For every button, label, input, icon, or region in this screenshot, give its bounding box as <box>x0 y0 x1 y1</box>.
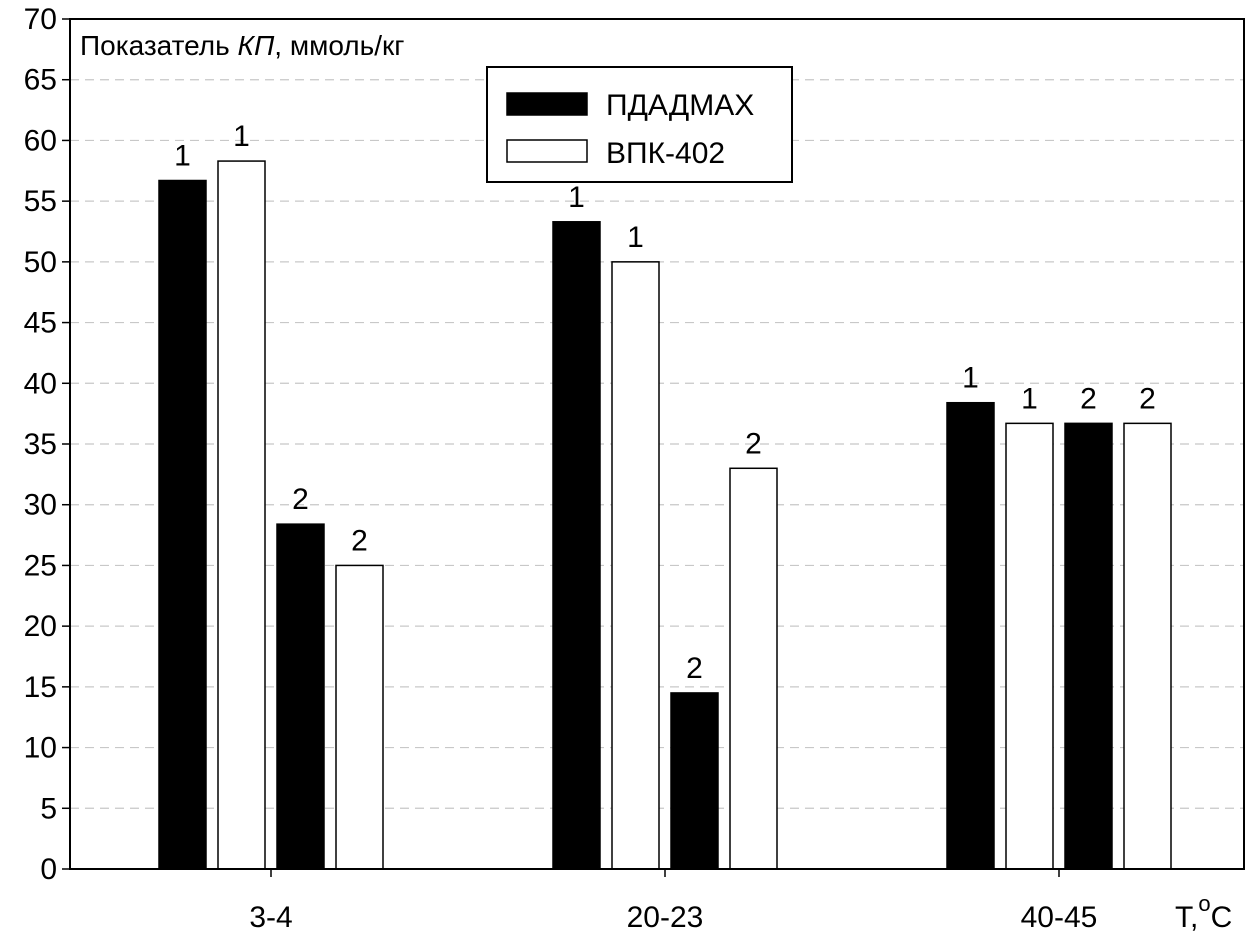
y-tick-label: 30 <box>24 489 57 522</box>
y-tick-label: 5 <box>40 792 57 825</box>
bar-data-label: 2 <box>1139 382 1156 415</box>
y-tick-label: 40 <box>24 367 57 400</box>
x-axis: 3-4 20-23 40-45 <box>249 869 1097 934</box>
bar-data-label: 2 <box>292 483 309 516</box>
bar <box>217 160 266 870</box>
bar-data-label: 1 <box>233 120 250 153</box>
y-tick-label: 10 <box>24 732 57 765</box>
y-tick-label: 35 <box>24 428 57 461</box>
bar-data-label: 2 <box>745 427 762 460</box>
y-tick-label: 65 <box>24 64 57 97</box>
y-tick-label: 15 <box>24 671 57 704</box>
bar-data-label: 1 <box>174 140 191 173</box>
legend-label-vpk402: ВПК-402 <box>606 137 725 170</box>
legend-swatch-vpk402 <box>506 139 588 163</box>
bar-labels: 1 1 2 2 1 1 2 2 1 1 2 2 <box>174 120 1156 685</box>
bar <box>158 179 207 870</box>
y-tick-label: 50 <box>24 246 57 279</box>
bar-data-label: 1 <box>1021 382 1038 415</box>
legend-box <box>486 66 793 183</box>
x-tick-label: 40-45 <box>1021 901 1098 934</box>
bar-data-label: 1 <box>627 221 644 254</box>
y-tick-label: 55 <box>24 185 57 218</box>
bar <box>335 564 384 870</box>
bars <box>158 160 1172 870</box>
x-tick-label: 20-23 <box>627 901 704 934</box>
bar <box>552 221 601 870</box>
y-tick-label: 25 <box>24 549 57 582</box>
bar-data-label: 1 <box>568 181 585 214</box>
bar <box>729 467 778 870</box>
y-tick-label: 45 <box>24 307 57 340</box>
bar <box>670 692 719 870</box>
legend-label-padadmac: ПДАДМАХ <box>606 89 754 122</box>
y-axis: 0 5 10 15 20 25 30 35 40 45 50 55 60 65 70 <box>24 3 70 886</box>
bar-data-label: 2 <box>686 652 703 685</box>
legend: ПДАДМАХ ВПК-402 <box>486 66 793 183</box>
bar-data-label: 2 <box>1080 382 1097 415</box>
bar <box>1064 422 1113 870</box>
bar <box>1123 422 1172 870</box>
x-axis-label: T,oC <box>1175 891 1232 934</box>
bar-data-label: 2 <box>351 524 368 557</box>
bar <box>946 401 995 870</box>
bar-data-label: 1 <box>962 362 979 395</box>
y-tick-label: 60 <box>24 124 57 157</box>
y-tick-label: 20 <box>24 610 57 643</box>
y-tick-label: 70 <box>24 3 57 36</box>
x-tick-label: 3-4 <box>249 901 292 934</box>
bar <box>1005 422 1054 870</box>
y-tick-label: 0 <box>40 853 57 886</box>
y-axis-label: Показатель КП, ммоль/кг <box>80 30 404 61</box>
bar <box>611 261 660 870</box>
bar <box>276 523 325 870</box>
legend-swatch-padadmac <box>506 92 588 116</box>
